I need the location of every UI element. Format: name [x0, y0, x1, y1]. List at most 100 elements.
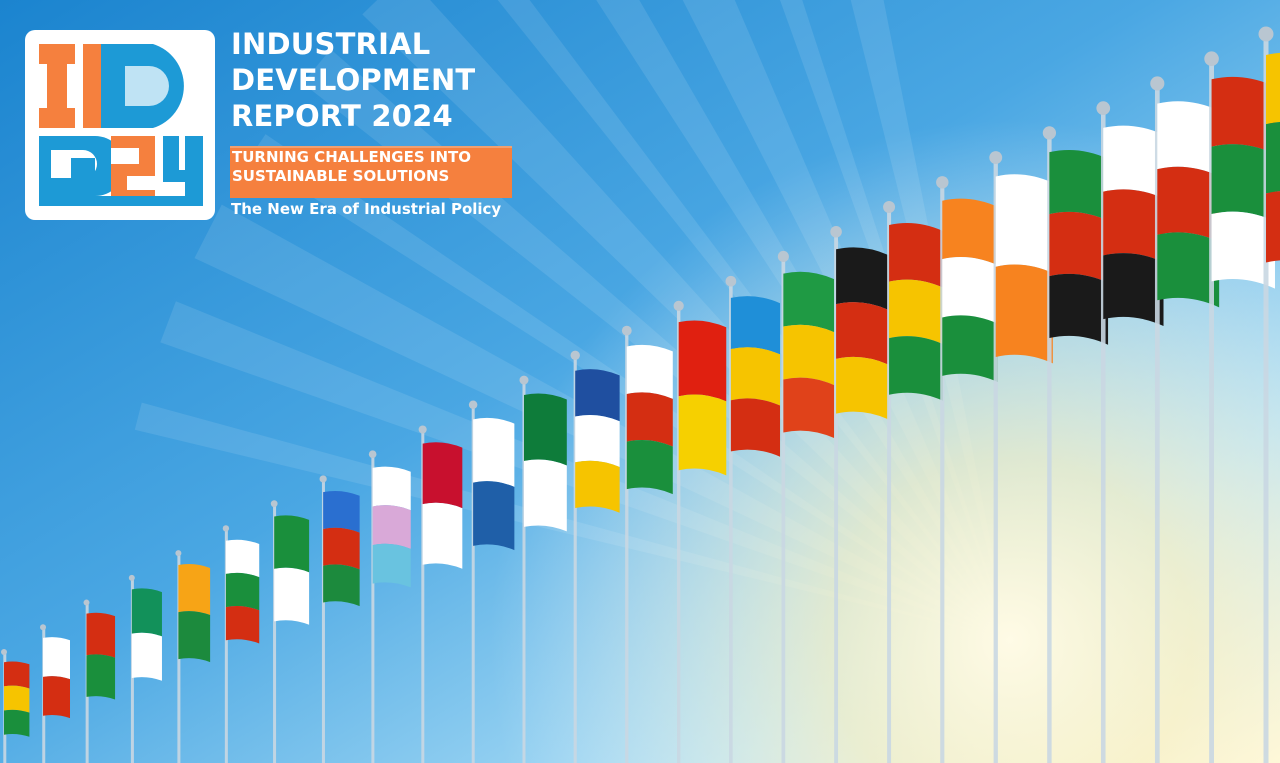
flag-band: [1211, 76, 1275, 154]
pole: [371, 454, 375, 763]
flagpole: [270, 500, 310, 763]
pole-finial: [1, 649, 7, 655]
flag-band: [836, 247, 889, 310]
flag-band: [225, 606, 260, 644]
pole: [1209, 58, 1214, 763]
flagpoles-row: [1, 26, 1280, 763]
flag-band: [4, 661, 30, 689]
flag-band: [523, 393, 567, 466]
flag-band: [730, 398, 781, 457]
flag-band: [678, 320, 727, 402]
flag-band: [836, 302, 889, 365]
flag-band: [1103, 125, 1164, 199]
flagpole: [1096, 101, 1164, 763]
pole-finial: [368, 450, 377, 459]
pole-finial: [40, 624, 47, 631]
pole: [993, 157, 998, 763]
flagpole: [368, 450, 411, 763]
flag-band: [575, 414, 620, 467]
flag-band: [626, 392, 673, 447]
flag-band: [889, 223, 943, 288]
pole-finial: [936, 176, 949, 189]
pole: [471, 404, 475, 763]
flag-band: [942, 315, 998, 383]
pole-finial: [1204, 51, 1219, 67]
flag-band: [372, 543, 411, 588]
pole: [940, 182, 945, 763]
flagpole: [621, 325, 673, 763]
flag-band: [178, 564, 211, 616]
pole: [321, 478, 325, 763]
pole-finial: [83, 599, 90, 606]
pole: [273, 503, 277, 763]
flag-band: [678, 394, 727, 476]
flag-band: [942, 198, 998, 266]
flagpole: [1258, 26, 1280, 763]
pole-finial: [883, 201, 896, 214]
pole-finial: [725, 275, 737, 287]
flag-band: [575, 460, 620, 513]
pole: [522, 380, 526, 763]
pole: [781, 256, 786, 763]
flag-band: [422, 442, 463, 509]
report-subtitle-banner: TURNING CHALLENGES INTO SUSTAINABLE SOLU…: [230, 146, 512, 198]
pole-finial: [1150, 76, 1165, 91]
report-subtitle-line-2: SUSTAINABLE SOLUTIONS: [232, 167, 450, 185]
flag-band: [730, 347, 781, 406]
flag-band: [323, 564, 360, 607]
flag-band: [274, 515, 310, 573]
flagpole: [883, 201, 943, 763]
flag-band: [942, 257, 998, 324]
pole: [887, 207, 892, 763]
flag-band: [4, 685, 30, 713]
flagpole: [1204, 51, 1275, 763]
flag-band: [1157, 166, 1220, 242]
flagpole: [830, 225, 889, 763]
flag-band: [1266, 191, 1280, 263]
report-title-line-2: DEVELOPMENT: [231, 63, 476, 97]
pole: [573, 355, 577, 763]
flag-band: [422, 502, 463, 569]
flagpole: [673, 300, 727, 763]
pole: [1047, 132, 1052, 763]
flag-band: [131, 632, 162, 681]
flagpole: [175, 550, 211, 763]
flagpole: [989, 151, 1053, 763]
flag-band: [783, 324, 835, 386]
flag-band: [1266, 52, 1280, 125]
flag-band: [86, 612, 116, 658]
flag-band: [1157, 232, 1220, 308]
flag-band: [323, 527, 360, 570]
flag-band: [1049, 149, 1109, 221]
flag-band: [131, 588, 162, 637]
flag-band: [1266, 121, 1280, 194]
flag-band: [995, 264, 1053, 364]
pole: [676, 305, 681, 763]
flagpole: [936, 176, 998, 763]
pole-finial: [1042, 126, 1057, 140]
pole-finial: [519, 375, 529, 385]
pole-finial: [830, 225, 842, 238]
flag-band: [473, 417, 515, 487]
flag-band: [783, 377, 835, 439]
flag-band: [783, 271, 835, 333]
flagpole: [418, 425, 463, 763]
pole-finial: [1258, 26, 1274, 42]
pole: [1263, 34, 1269, 763]
flagpole: [128, 574, 162, 763]
report-subtitle-line-1: TURNING CHALLENGES INTO: [232, 148, 471, 166]
flag-band: [473, 481, 515, 551]
pole: [421, 429, 425, 763]
flag-band: [889, 279, 943, 345]
flag-band: [225, 572, 260, 611]
pole-finial: [418, 425, 427, 434]
flag-band: [626, 344, 673, 399]
pole-finial: [570, 350, 580, 361]
pole: [729, 281, 733, 763]
report-tagline: The New Era of Industrial Policy: [231, 200, 502, 218]
pole: [834, 231, 839, 763]
flag-band: [730, 296, 781, 355]
flag-band: [836, 356, 889, 420]
pole: [625, 330, 629, 763]
flag-band: [86, 654, 116, 700]
